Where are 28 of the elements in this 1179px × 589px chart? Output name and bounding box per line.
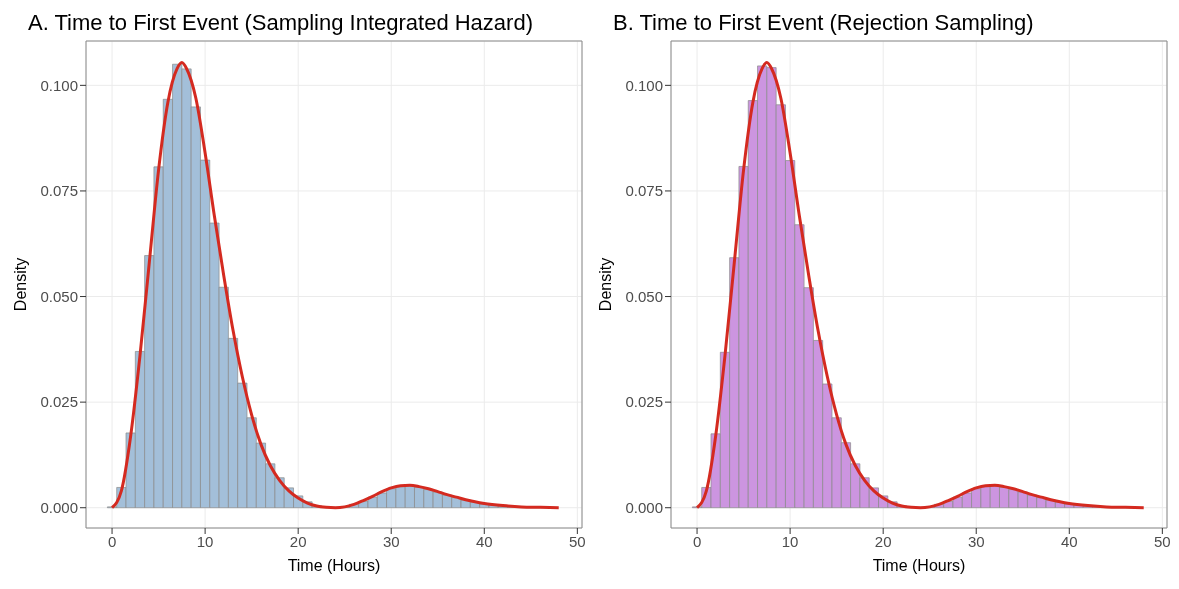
- y-tick-label: 0.000: [40, 499, 78, 517]
- x-tick-label: 20: [289, 532, 307, 550]
- x-tick-label: 40: [475, 532, 493, 550]
- y-axis-title: Density: [11, 257, 29, 312]
- x-tick-label: 10: [196, 532, 214, 550]
- y-tick-label: 0.075: [40, 182, 78, 200]
- x-tick-label: 50: [569, 532, 586, 550]
- x-tick-label: 30: [382, 532, 400, 550]
- y-tick-label: 0.075: [625, 182, 663, 200]
- x-axis-title: Time (Hours): [872, 557, 966, 574]
- x-tick-label: 20: [874, 532, 892, 550]
- y-tick-label: 0.025: [40, 393, 78, 411]
- y-tick-label: 0.100: [625, 76, 663, 94]
- x-tick-label: 50: [1154, 532, 1171, 550]
- y-axis-title: Density: [596, 257, 614, 312]
- chart-title: B. Time to First Event (Rejection Sampling): [612, 9, 1035, 37]
- y-tick-label: 0.100: [40, 76, 78, 94]
- x-tick-label: 30: [967, 532, 985, 550]
- x-tick-label: 0: [692, 532, 702, 550]
- y-tick-label: 0.000: [625, 499, 663, 517]
- y-tick-label: 0.050: [625, 287, 663, 305]
- x-tick-label: 0: [107, 532, 117, 550]
- y-tick-label: 0.050: [40, 287, 78, 305]
- y-tick-label: 0.025: [625, 393, 663, 411]
- x-tick-label: 10: [781, 532, 799, 550]
- x-tick-label: 40: [1060, 532, 1078, 550]
- chart-title: A. Time to First Event (Sampling Integrated Hazard): [27, 9, 534, 37]
- x-axis-title: Time (Hours): [287, 557, 381, 574]
